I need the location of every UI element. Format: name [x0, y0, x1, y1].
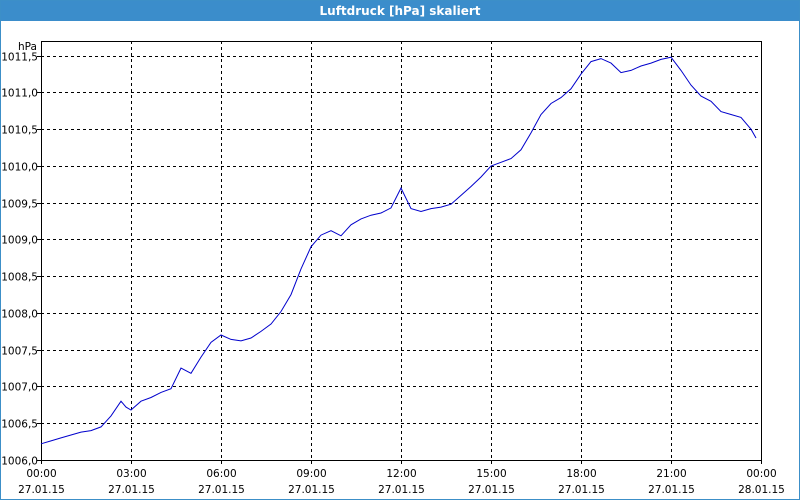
x-tick-date-label: 27.01.15 — [468, 484, 515, 496]
window-title: Luftdruck [hPa] skaliert — [1, 1, 799, 21]
x-tick-date-label: 27.01.15 — [108, 484, 155, 496]
y-tick-label: 1007,5 — [1, 346, 38, 358]
x-axis-ticks: 00:00 27.01.15 03:00 27.01.15 06:00 27.01.15 0… — [18, 460, 785, 496]
x-tick-date-label: 27.01.15 — [288, 484, 335, 496]
y-tick-label: 1009,0 — [1, 235, 38, 247]
series-line — [40, 56, 757, 445]
y-axis-unit: hPa — [18, 41, 37, 53]
y-tick-label: 1007,0 — [1, 382, 38, 394]
plot-area-group — [40, 41, 762, 461]
x-tick-date-label: 28.01.15 — [738, 484, 785, 496]
y-axis-ticks: 1006,0 1006,5 1007,0 1007,5 1008,0 1008,5 1009… — [1, 52, 41, 468]
x-tick-time-label: 00:00 — [26, 468, 56, 480]
x-tick-time-label: 09:00 — [296, 468, 326, 480]
y-tick-label: 1008,5 — [1, 272, 38, 284]
x-tick-time-label: 03:00 — [116, 468, 146, 480]
y-tick-label: 1011,5 — [1, 52, 38, 64]
y-tick-label: 1006,5 — [1, 419, 38, 431]
x-tick-date-label: 27.01.15 — [198, 484, 245, 496]
grid-lines — [41, 41, 761, 460]
x-tick-date-label: 27.01.15 — [558, 484, 605, 496]
x-tick-time-label: 21:00 — [656, 468, 686, 480]
y-tick-label: 1006,0 — [1, 456, 38, 468]
y-tick-label: 1011,0 — [1, 88, 38, 100]
x-tick-date-label: 27.01.15 — [648, 484, 695, 496]
x-tick-time-label: 06:00 — [206, 468, 236, 480]
line-chart: hPa 1006,0 1006,5 1007,0 1007,5 1008,0 1008,5… — [1, 41, 785, 496]
y-tick-label: 1008,0 — [1, 309, 38, 321]
x-tick-date-label: 27.01.15 — [378, 484, 425, 496]
y-tick-label: 1009,5 — [1, 199, 38, 211]
x-tick-time-label: 12:00 — [386, 468, 416, 480]
x-tick-time-label: 00:00 — [746, 468, 776, 480]
x-tick-date-label: 27.01.15 — [18, 484, 65, 496]
y-tick-label: 1010,5 — [1, 125, 38, 137]
y-tick-label: 1010,0 — [1, 162, 38, 174]
x-tick-time-label: 18:00 — [566, 468, 596, 480]
x-tick-time-label: 15:00 — [476, 468, 506, 480]
